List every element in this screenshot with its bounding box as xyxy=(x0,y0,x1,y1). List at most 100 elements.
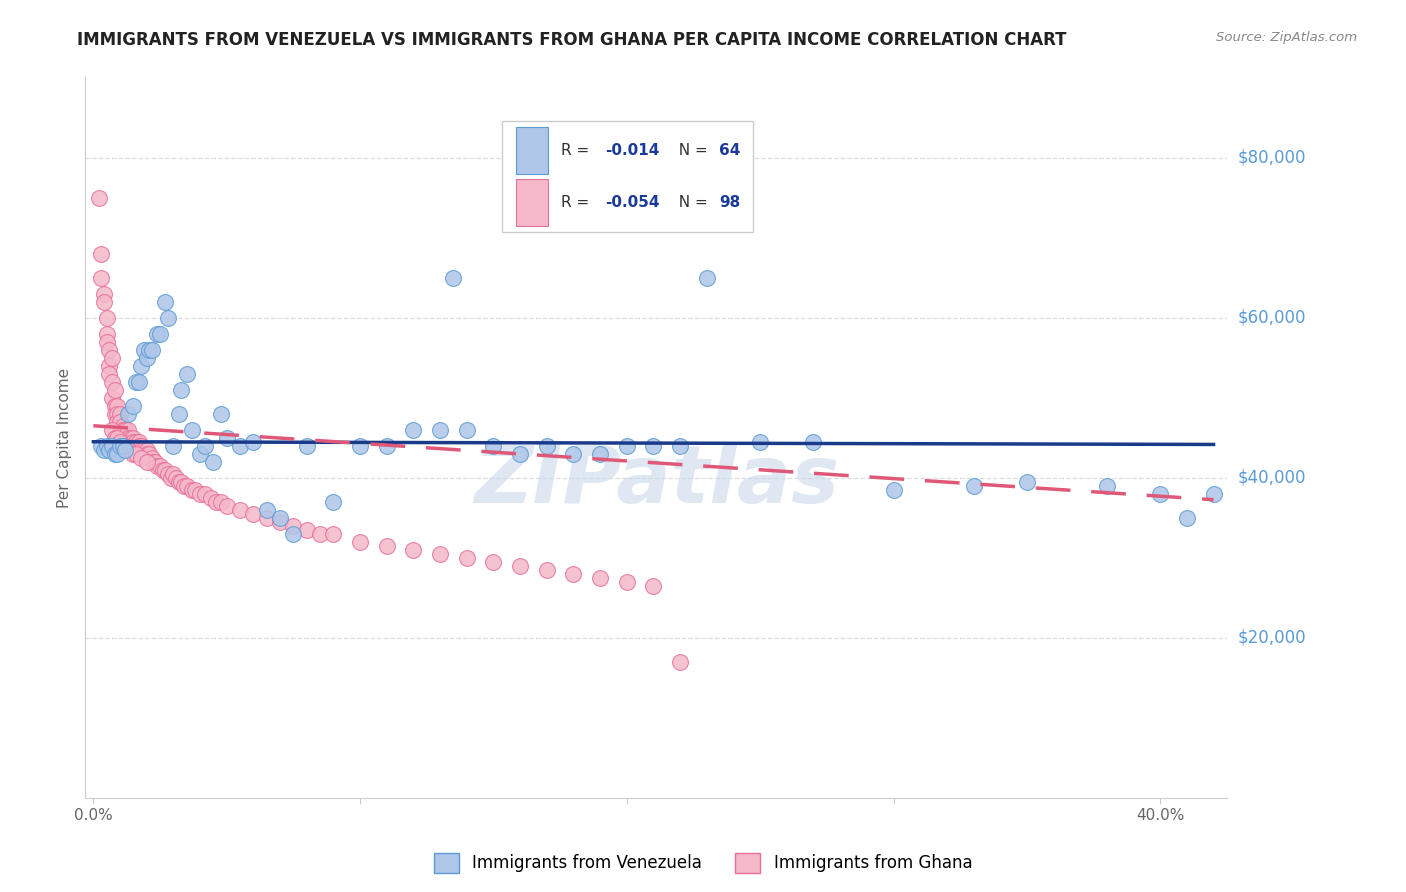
Point xyxy=(509,558,531,573)
Point xyxy=(101,375,124,389)
Point xyxy=(456,423,478,437)
Text: R =: R = xyxy=(561,194,595,210)
Point xyxy=(135,442,157,457)
Point xyxy=(229,503,252,517)
Point xyxy=(562,566,585,581)
Point xyxy=(536,563,558,577)
Point xyxy=(509,447,531,461)
Text: -0.054: -0.054 xyxy=(605,194,659,210)
Text: N =: N = xyxy=(669,144,713,159)
Point xyxy=(114,426,136,441)
Point xyxy=(188,447,211,461)
Point xyxy=(111,418,134,433)
Point xyxy=(295,439,318,453)
Point xyxy=(122,431,145,445)
Point xyxy=(283,518,305,533)
Point xyxy=(562,447,585,461)
Point xyxy=(749,434,772,449)
Point xyxy=(93,442,115,457)
Point xyxy=(138,447,160,461)
Text: -0.014: -0.014 xyxy=(605,144,659,159)
Point xyxy=(105,407,128,421)
Point xyxy=(125,434,148,449)
Point xyxy=(117,431,139,445)
Point xyxy=(108,415,131,429)
Point xyxy=(108,407,131,421)
Point xyxy=(131,442,153,457)
Point xyxy=(194,487,217,501)
Point xyxy=(176,479,198,493)
Point xyxy=(90,270,112,285)
Point xyxy=(101,391,124,405)
Point xyxy=(90,439,112,453)
Point xyxy=(108,423,131,437)
Point xyxy=(138,343,160,357)
Point xyxy=(143,455,166,469)
Point xyxy=(90,246,112,260)
Text: R =: R = xyxy=(561,144,595,159)
Text: IMMIGRANTS FROM VENEZUELA VS IMMIGRANTS FROM GHANA PER CAPITA INCOME CORRELATION: IMMIGRANTS FROM VENEZUELA VS IMMIGRANTS … xyxy=(77,31,1067,49)
Point xyxy=(117,442,139,457)
FancyBboxPatch shape xyxy=(516,128,548,174)
Point xyxy=(962,479,984,493)
Text: Source: ZipAtlas.com: Source: ZipAtlas.com xyxy=(1216,31,1357,45)
Point xyxy=(120,431,142,445)
Point xyxy=(194,439,217,453)
Legend: Immigrants from Venezuela, Immigrants from Ghana: Immigrants from Venezuela, Immigrants fr… xyxy=(427,847,979,880)
Point xyxy=(104,399,127,413)
Point xyxy=(114,442,136,457)
Point xyxy=(589,447,612,461)
Point xyxy=(1202,487,1225,501)
Point xyxy=(402,423,425,437)
Point xyxy=(256,511,278,525)
Point xyxy=(131,359,153,373)
Text: $60,000: $60,000 xyxy=(1239,309,1306,326)
Point xyxy=(146,326,169,341)
Point xyxy=(104,447,127,461)
Point xyxy=(162,439,184,453)
Point xyxy=(167,475,190,489)
Point xyxy=(200,491,222,505)
Point xyxy=(128,434,150,449)
Text: ZIPatlas: ZIPatlas xyxy=(474,442,838,520)
Point xyxy=(283,526,305,541)
Point xyxy=(803,434,825,449)
Point xyxy=(322,495,344,509)
Point xyxy=(149,458,172,473)
Point xyxy=(157,310,180,325)
Point xyxy=(643,579,665,593)
Point xyxy=(135,447,157,461)
Point xyxy=(122,434,145,449)
Point xyxy=(131,450,153,465)
Point xyxy=(105,399,128,413)
Point xyxy=(181,483,204,497)
Point xyxy=(135,455,157,469)
Point xyxy=(482,439,505,453)
Point xyxy=(101,423,124,437)
Point xyxy=(104,383,127,397)
Text: $20,000: $20,000 xyxy=(1239,629,1306,647)
Point xyxy=(183,483,205,497)
Point xyxy=(152,463,174,477)
Point xyxy=(104,407,127,421)
Point xyxy=(125,439,148,453)
Point xyxy=(309,526,332,541)
Point xyxy=(122,399,145,413)
Point xyxy=(616,574,638,589)
Point xyxy=(159,471,181,485)
Point xyxy=(101,351,124,365)
Point xyxy=(165,471,187,485)
Point xyxy=(643,439,665,453)
Point xyxy=(117,423,139,437)
Point xyxy=(696,270,718,285)
Point xyxy=(173,479,195,493)
Point xyxy=(132,442,155,457)
Point xyxy=(1015,475,1038,489)
FancyBboxPatch shape xyxy=(516,178,548,226)
Point xyxy=(93,294,115,309)
Point xyxy=(96,439,118,453)
Text: 98: 98 xyxy=(718,194,740,210)
Text: 64: 64 xyxy=(718,144,741,159)
Point xyxy=(205,495,228,509)
Point xyxy=(141,450,163,465)
